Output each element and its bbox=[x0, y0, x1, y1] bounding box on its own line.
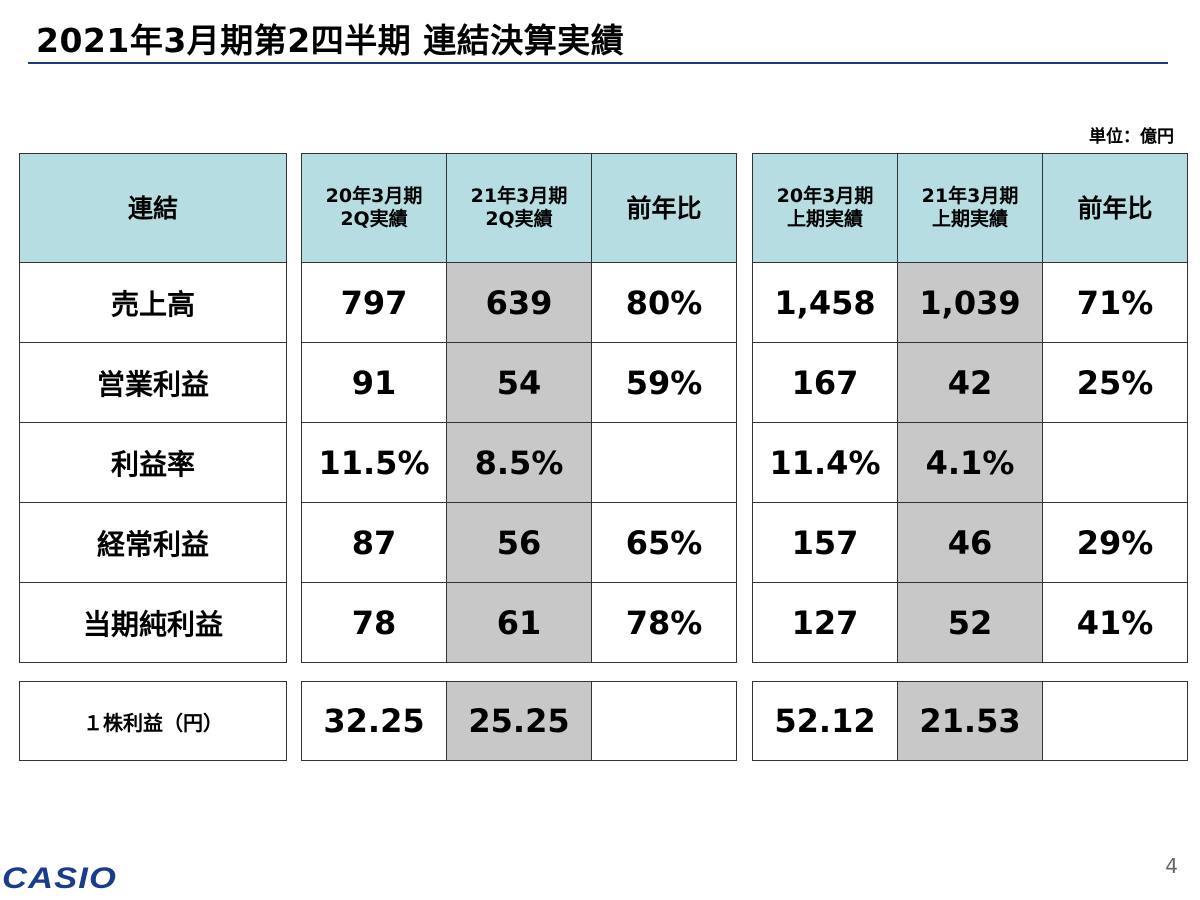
cell: 157 bbox=[752, 502, 898, 583]
casio-logo: CASIO bbox=[2, 862, 118, 895]
cell-highlight: 1,039 bbox=[897, 262, 1043, 343]
table-row: 167 42 25% bbox=[752, 342, 1188, 423]
label-table: 連結 売上高 営業利益 利益率 経常利益 当期純利益 bbox=[19, 153, 287, 663]
quarter-eps-table: 32.25 25.25 bbox=[301, 681, 737, 761]
quarter-header-prev: 20年3月期 2Q実績 bbox=[301, 153, 447, 263]
row-label-sales: 売上高 bbox=[19, 262, 287, 343]
table-row: 11.4% 4.1% bbox=[752, 422, 1188, 503]
page-number: 4 bbox=[1165, 854, 1178, 878]
cell: 87 bbox=[301, 502, 447, 583]
row-label-ordinary-profit: 経常利益 bbox=[19, 502, 287, 583]
quarter-table: 20年3月期 2Q実績 21年3月期 2Q実績 前年比 797 639 80% … bbox=[301, 153, 737, 663]
cell: 52.12 bbox=[752, 681, 898, 761]
cell: 59% bbox=[591, 342, 737, 423]
eps-label-table: １株利益（円） bbox=[19, 681, 287, 761]
cell: 11.4% bbox=[752, 422, 898, 503]
eps-label: １株利益（円） bbox=[19, 681, 287, 761]
table-row: 1,458 1,039 71% bbox=[752, 262, 1188, 343]
cell: 167 bbox=[752, 342, 898, 423]
row-label-net-profit: 当期純利益 bbox=[19, 582, 287, 663]
cell: 127 bbox=[752, 582, 898, 663]
page-title: 2021年3月期第2四半期 連結決算実績 bbox=[36, 21, 625, 60]
cell bbox=[1042, 681, 1188, 761]
cell: 78 bbox=[301, 582, 447, 663]
title-underline bbox=[28, 62, 1168, 64]
cell-highlight: 52 bbox=[897, 582, 1043, 663]
cell: 25% bbox=[1042, 342, 1188, 423]
cell: 11.5% bbox=[301, 422, 447, 503]
half-header-prev: 20年3月期 上期実績 bbox=[752, 153, 898, 263]
cell-highlight: 61 bbox=[446, 582, 592, 663]
table-row: 87 56 65% bbox=[301, 502, 737, 583]
cell: 71% bbox=[1042, 262, 1188, 343]
half-header-current: 21年3月期 上期実績 bbox=[897, 153, 1043, 263]
cell-highlight: 21.53 bbox=[897, 681, 1043, 761]
half-eps-table: 52.12 21.53 bbox=[752, 681, 1188, 761]
cell-highlight: 46 bbox=[897, 502, 1043, 583]
cell: 80% bbox=[591, 262, 737, 343]
cell-highlight: 25.25 bbox=[446, 681, 592, 761]
cell-highlight: 8.5% bbox=[446, 422, 592, 503]
cell bbox=[1042, 422, 1188, 503]
cell: 41% bbox=[1042, 582, 1188, 663]
row-label-operating-profit: 営業利益 bbox=[19, 342, 287, 423]
cell: 65% bbox=[591, 502, 737, 583]
cell: 91 bbox=[301, 342, 447, 423]
row-label-profit-margin: 利益率 bbox=[19, 422, 287, 503]
cell-highlight: 56 bbox=[446, 502, 592, 583]
unit-label: 単位：億円 bbox=[1089, 127, 1174, 147]
cell: 32.25 bbox=[301, 681, 447, 761]
cell-highlight: 639 bbox=[446, 262, 592, 343]
cell-highlight: 42 bbox=[897, 342, 1043, 423]
table-row: 157 46 29% bbox=[752, 502, 1188, 583]
cell bbox=[591, 681, 737, 761]
cell: 78% bbox=[591, 582, 737, 663]
table-row: 91 54 59% bbox=[301, 342, 737, 423]
cell: 29% bbox=[1042, 502, 1188, 583]
table-row: 78 61 78% bbox=[301, 582, 737, 663]
cell: 797 bbox=[301, 262, 447, 343]
cell-highlight: 4.1% bbox=[897, 422, 1043, 503]
quarter-header-yoy: 前年比 bbox=[591, 153, 737, 263]
cell-highlight: 54 bbox=[446, 342, 592, 423]
cell bbox=[591, 422, 737, 503]
table-row: 11.5% 8.5% bbox=[301, 422, 737, 503]
table-row: 32.25 25.25 bbox=[301, 681, 737, 761]
cell: 1,458 bbox=[752, 262, 898, 343]
table-row: 797 639 80% bbox=[301, 262, 737, 343]
half-header-yoy: 前年比 bbox=[1042, 153, 1188, 263]
table-row: 52.12 21.53 bbox=[752, 681, 1188, 761]
half-year-table: 20年3月期 上期実績 21年3月期 上期実績 前年比 1,458 1,039 … bbox=[752, 153, 1188, 663]
table-row: 127 52 41% bbox=[752, 582, 1188, 663]
consolidated-header: 連結 bbox=[19, 153, 287, 263]
quarter-header-current: 21年3月期 2Q実績 bbox=[446, 153, 592, 263]
